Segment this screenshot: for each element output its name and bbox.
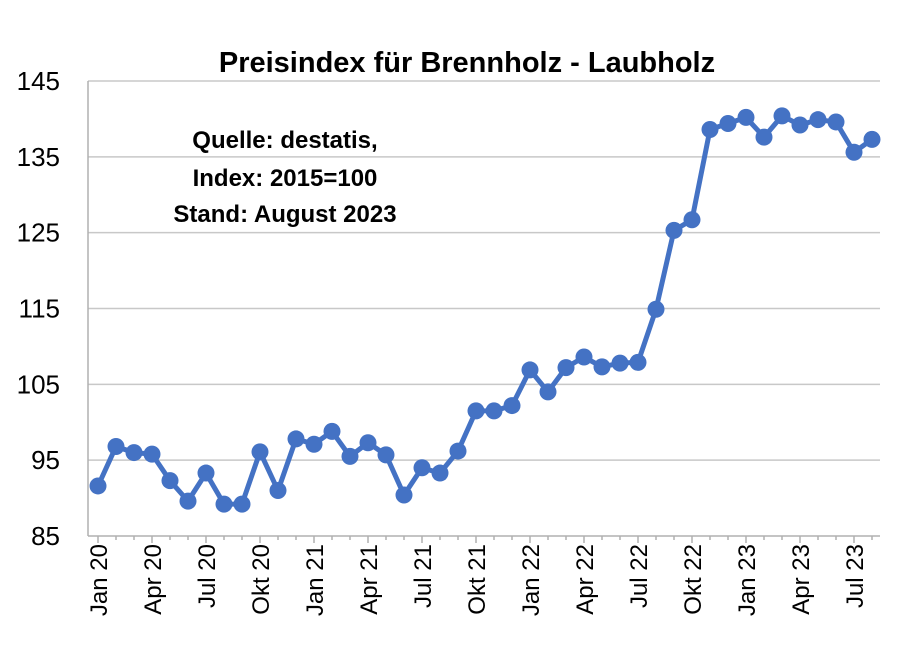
data-point <box>539 383 557 401</box>
data-point <box>845 143 863 161</box>
data-point <box>791 116 809 134</box>
data-point <box>251 443 269 461</box>
x-tick-label: Jan 23 <box>734 544 761 616</box>
x-tick-label: Jan 20 <box>86 544 113 616</box>
data-point <box>449 442 467 460</box>
x-tick-label: Jan 22 <box>518 544 545 616</box>
x-tick-label: Jul 22 <box>626 544 653 608</box>
data-point <box>737 108 755 126</box>
data-point <box>431 464 449 482</box>
data-point <box>503 397 521 415</box>
data-point <box>665 221 683 239</box>
data-point <box>629 353 647 371</box>
y-tick-label: 125 <box>17 218 60 248</box>
source-note-line-3: Stand: August 2023 <box>173 201 396 228</box>
data-point <box>233 495 251 513</box>
data-point <box>809 111 827 129</box>
data-point <box>683 211 701 229</box>
data-point <box>863 130 881 148</box>
data-point <box>269 482 287 499</box>
data-point <box>395 486 413 504</box>
data-point <box>161 472 179 490</box>
y-tick-label: 115 <box>19 294 60 324</box>
data-point <box>89 477 107 495</box>
data-point <box>215 495 233 513</box>
data-point <box>179 492 197 510</box>
data-point <box>143 445 161 463</box>
y-tick-label: 105 <box>17 369 60 399</box>
x-tick-label: Okt 21 <box>464 544 491 615</box>
x-tick-label: Apr 22 <box>572 544 599 615</box>
data-point <box>467 402 485 420</box>
y-tick-label: 95 <box>31 445 60 475</box>
x-tick-label: Apr 20 <box>140 544 167 615</box>
source-note-line-1: Quelle: destatis, <box>192 127 377 154</box>
data-point <box>611 354 629 372</box>
data-point <box>719 114 737 132</box>
data-point <box>521 361 539 379</box>
y-tick-label: 85 <box>31 521 60 551</box>
x-tick-label: Jul 23 <box>842 544 869 608</box>
data-point <box>341 447 359 465</box>
x-tick-label: Apr 23 <box>788 544 815 615</box>
grid-layer <box>88 80 880 537</box>
data-point <box>485 402 503 420</box>
data-point <box>701 121 719 139</box>
data-point <box>413 459 431 477</box>
data-point <box>377 446 395 464</box>
data-point <box>575 348 593 366</box>
data-point <box>827 113 845 131</box>
axis-layer: 85 95 105 115 125 135 145 Jan 20 Apr 20 Jul 20 Okt… <box>17 66 873 616</box>
data-point <box>647 300 665 318</box>
source-note-line-2: Index: 2015=100 <box>193 165 378 192</box>
x-tick-label: Jan 21 <box>302 544 329 616</box>
x-tick-label: Okt 20 <box>248 544 275 615</box>
data-point <box>107 438 125 456</box>
data-point <box>197 464 215 482</box>
x-tick-label: Apr 21 <box>356 544 383 615</box>
y-tick-label: 145 <box>17 66 60 96</box>
chart-title: Preisindex für Brennholz - Laubholz <box>219 47 715 79</box>
series-layer <box>89 107 881 513</box>
y-tick-label: 135 <box>17 142 60 172</box>
x-tick-label: Okt 22 <box>680 544 707 615</box>
data-point <box>359 434 377 452</box>
x-tick-label: Jul 21 <box>410 544 437 608</box>
data-point <box>323 422 341 440</box>
data-point <box>305 435 323 453</box>
data-point <box>557 359 575 377</box>
data-point <box>773 107 791 125</box>
data-point <box>287 430 305 448</box>
x-tick-label: Jul 20 <box>194 544 221 608</box>
data-point <box>755 128 773 146</box>
data-point <box>125 444 143 462</box>
data-point <box>593 358 611 376</box>
